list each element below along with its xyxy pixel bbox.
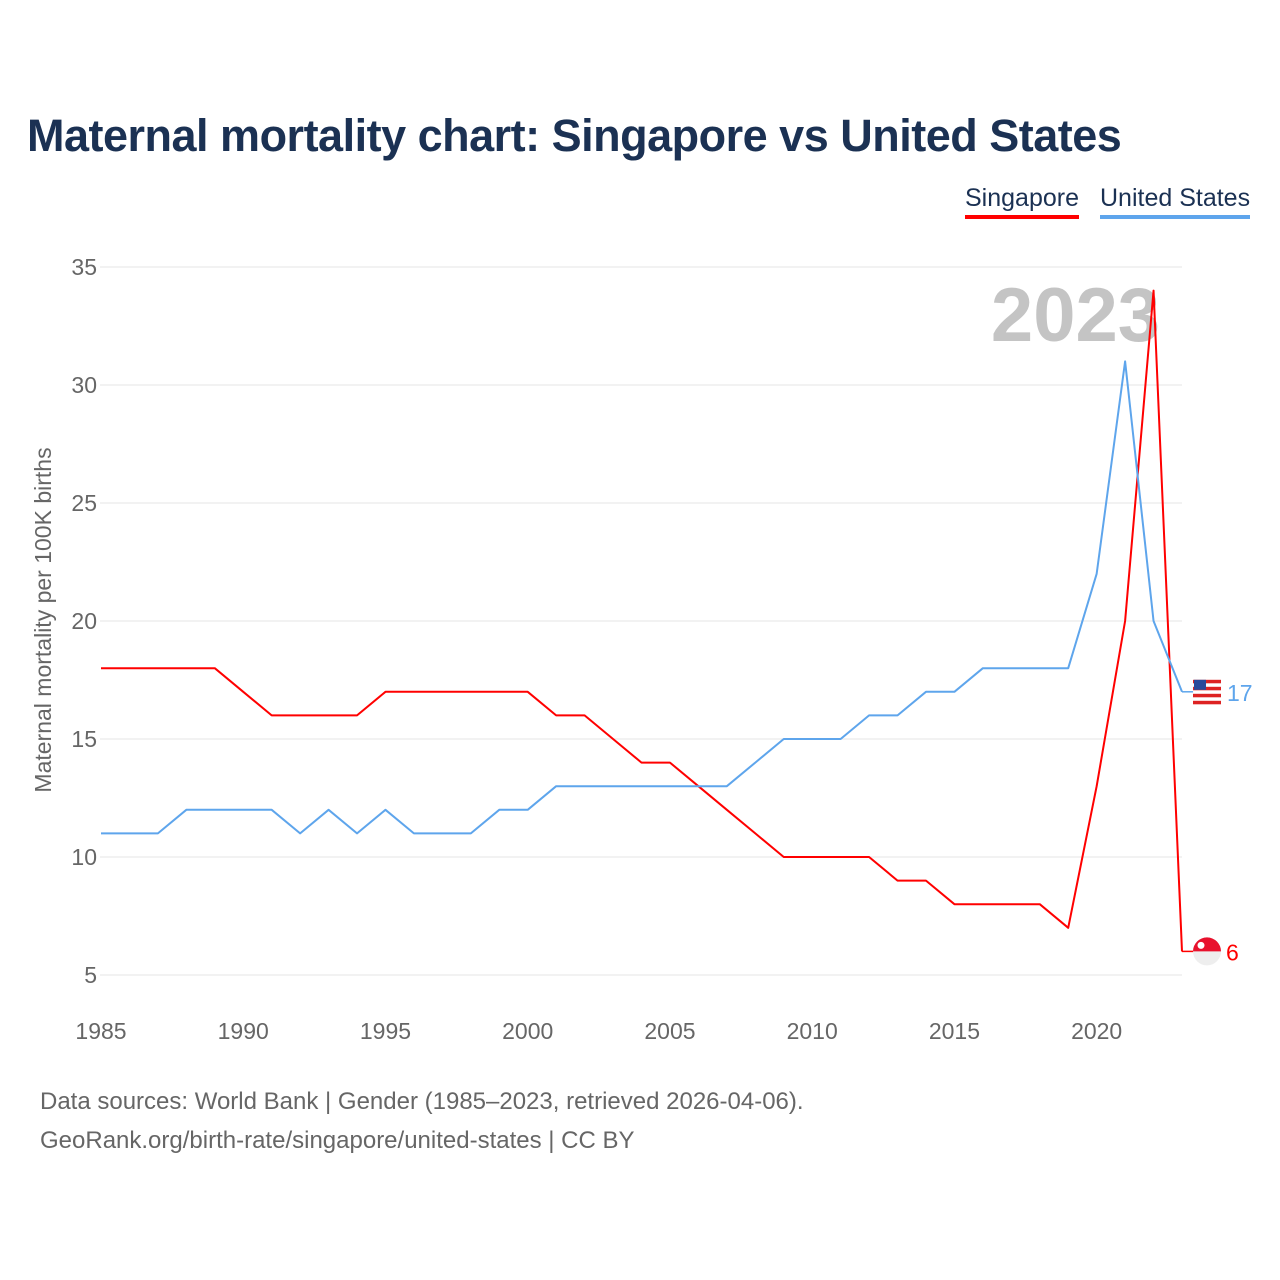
- x-tick-label: 2010: [787, 1018, 838, 1044]
- x-tick-label: 2020: [1071, 1018, 1122, 1044]
- x-tick-label: 2005: [644, 1018, 695, 1044]
- y-tick-label: 25: [71, 490, 97, 516]
- y-tick-label: 20: [71, 608, 97, 634]
- year-watermark: 2023: [991, 273, 1160, 358]
- y-tick-label: 15: [71, 726, 97, 752]
- y-tick-label: 10: [71, 844, 97, 870]
- singapore-flag-icon: [1193, 937, 1221, 966]
- legend-singapore[interactable]: Singapore: [965, 184, 1079, 219]
- footer-sources: Data sources: World Bank | Gender (1985–…: [40, 1088, 804, 1115]
- x-tick-label: 2000: [502, 1018, 553, 1044]
- end-value-label: 6: [1226, 939, 1239, 965]
- end-value-label: 17: [1227, 680, 1253, 706]
- legend-united-states[interactable]: United States: [1100, 184, 1251, 219]
- us-flag-icon: [1193, 677, 1221, 706]
- x-tick-label: 1985: [75, 1018, 126, 1044]
- chart-title: Maternal mortality chart: Singapore vs U…: [27, 110, 1122, 161]
- series-line-singapore: [101, 289, 1183, 952]
- footer-credit: GeoRank.org/birth-rate/singapore/united-…: [40, 1127, 635, 1154]
- x-tick-label: 1990: [218, 1018, 269, 1044]
- y-tick-label: 5: [84, 962, 97, 988]
- series-line-united-states: [101, 360, 1183, 835]
- x-tick-label: 1995: [360, 1018, 411, 1044]
- y-tick-label: 30: [71, 372, 97, 398]
- y-axis-label: Maternal mortality per 100K births: [30, 447, 56, 792]
- y-tick-label: 35: [71, 254, 97, 280]
- x-tick-label: 2015: [929, 1018, 980, 1044]
